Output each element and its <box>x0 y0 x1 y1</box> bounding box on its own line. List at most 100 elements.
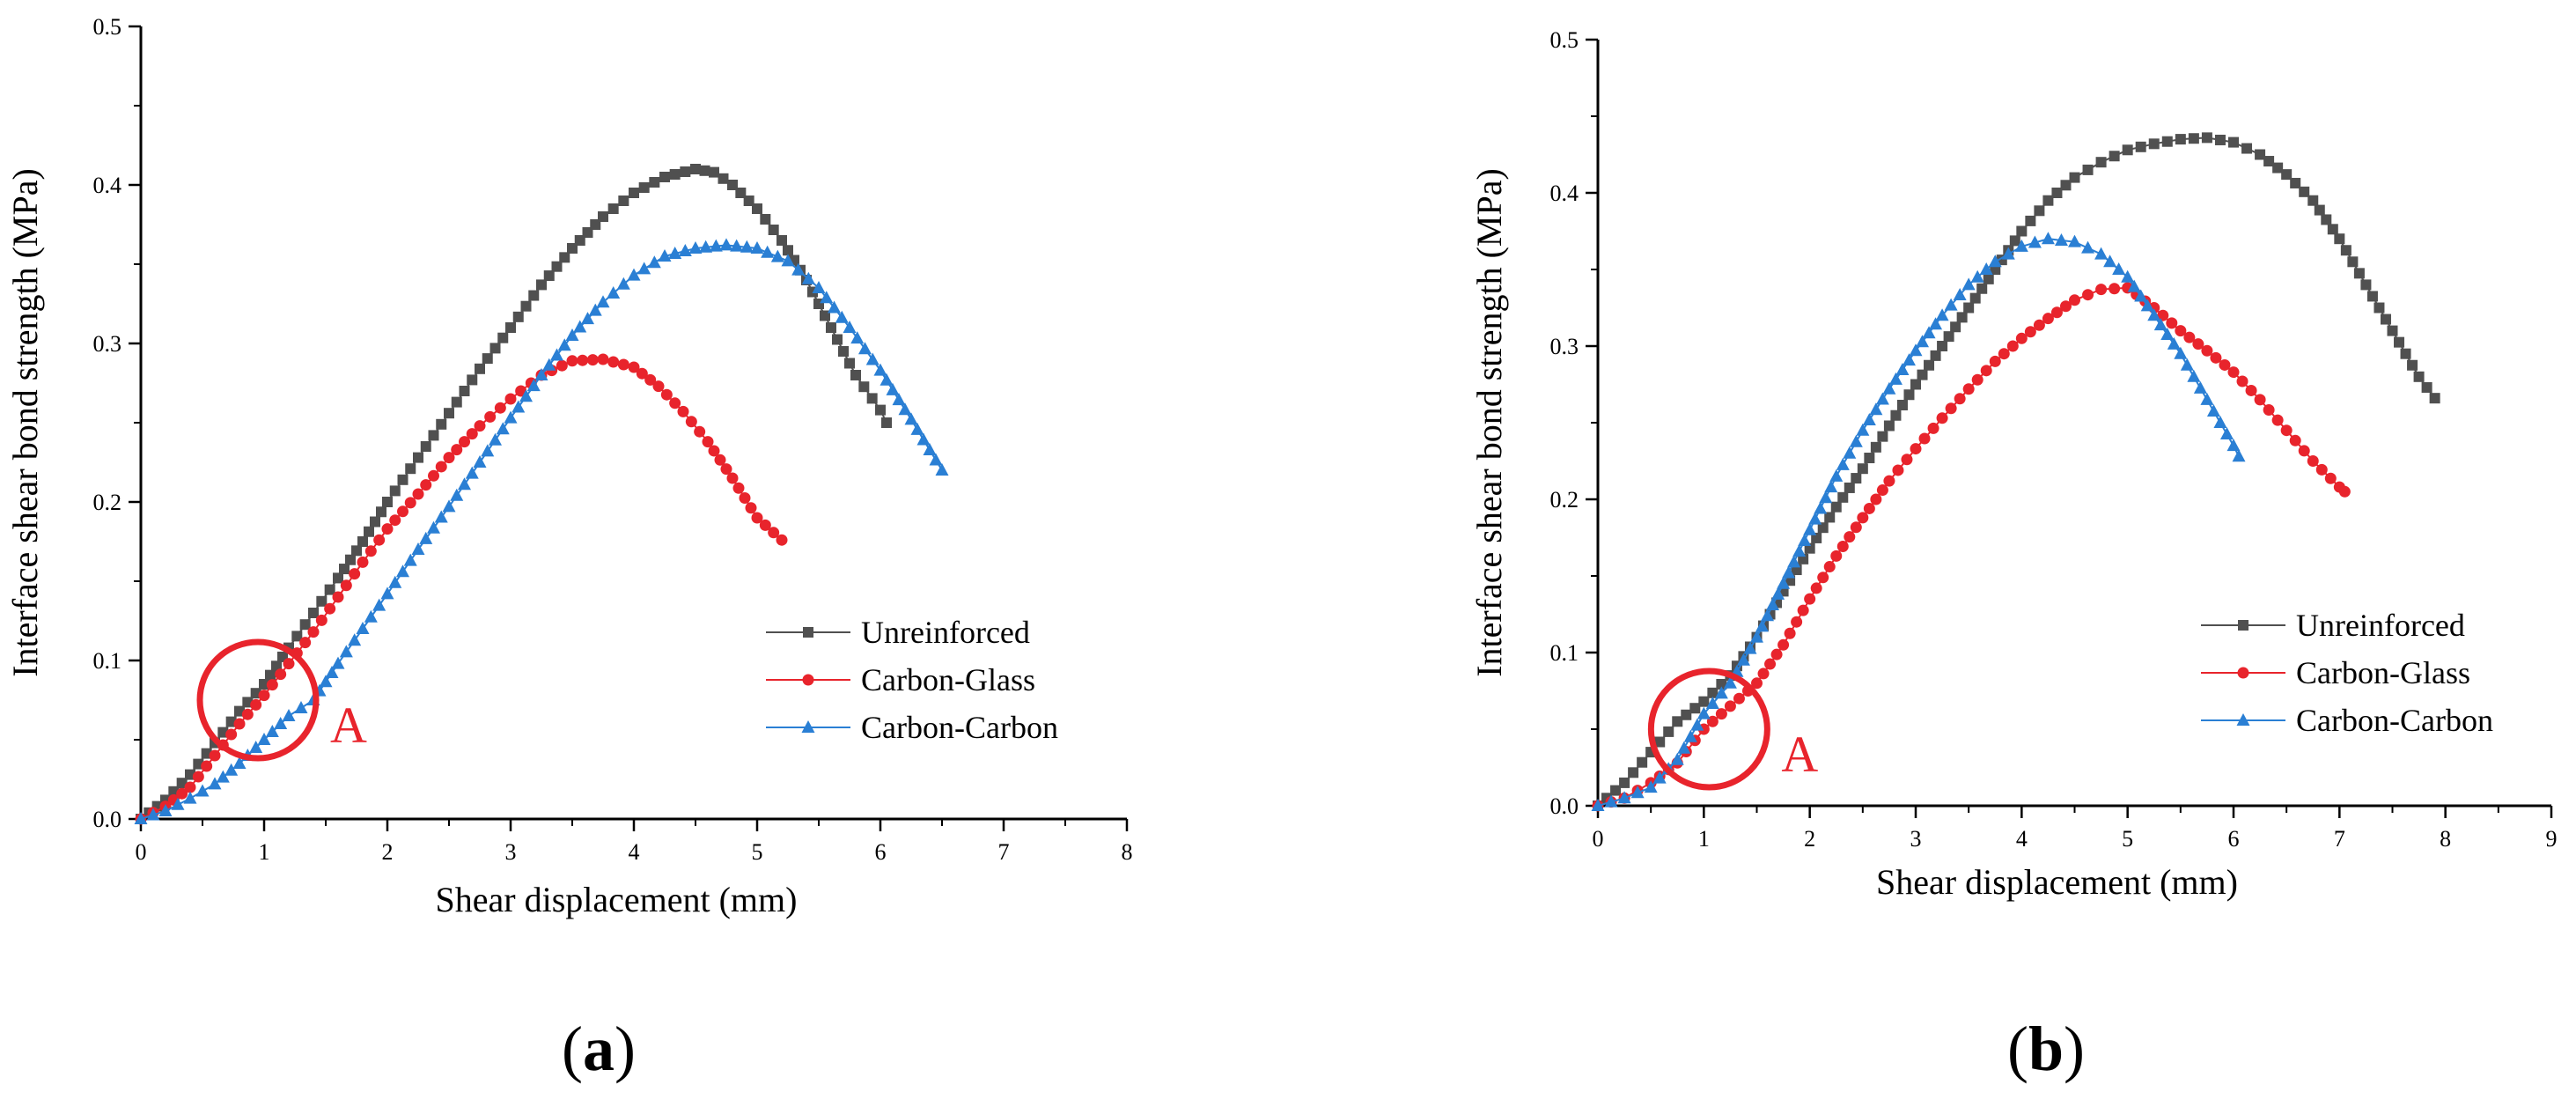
data-point <box>1798 533 1812 546</box>
data-point <box>2103 255 2117 268</box>
data-point <box>466 428 478 440</box>
data-point <box>1803 522 1817 535</box>
data-point <box>1630 786 1645 799</box>
data-point <box>217 727 229 738</box>
data-point <box>2228 136 2239 148</box>
data-point <box>649 177 660 188</box>
data-point <box>2289 434 2301 446</box>
data-point <box>2271 414 2284 426</box>
data-point <box>2214 134 2226 145</box>
data-point <box>443 452 455 464</box>
data-point <box>2429 393 2440 404</box>
data-point <box>316 595 328 607</box>
data-point <box>396 564 409 578</box>
data-point <box>2094 247 2109 260</box>
data-point <box>1869 402 1883 416</box>
data-point <box>146 808 160 821</box>
data-point <box>2042 313 2054 325</box>
data-point <box>1856 423 1870 436</box>
data-point <box>435 461 447 473</box>
data-point <box>536 279 547 291</box>
data-point <box>134 812 148 824</box>
data-point <box>1715 708 1727 720</box>
series-carbon-carbon <box>134 238 949 824</box>
data-point <box>1690 718 1704 731</box>
data-point <box>1755 619 1770 632</box>
data-point <box>1663 726 1674 737</box>
data-point <box>2324 472 2337 484</box>
x-tick-label: 9 <box>2546 826 2558 852</box>
data-point <box>339 645 353 658</box>
data-point <box>929 453 943 466</box>
data-point <box>838 346 849 357</box>
data-point <box>265 669 276 681</box>
data-point <box>2034 205 2045 217</box>
annotation-circle <box>196 638 320 762</box>
data-point <box>1910 379 1921 390</box>
data-point <box>750 241 764 254</box>
data-point <box>451 444 463 456</box>
data-point <box>2069 294 2080 306</box>
data-point <box>397 474 408 485</box>
data-point <box>1591 799 1605 811</box>
data-point <box>442 499 456 513</box>
data-point <box>1705 697 1719 709</box>
data-point <box>1902 353 1916 366</box>
data-point <box>176 787 188 800</box>
data-point <box>627 268 641 281</box>
data-point <box>1672 716 1683 727</box>
data-point <box>628 361 640 373</box>
data-point <box>1971 373 1984 386</box>
data-point <box>2042 195 2054 206</box>
data-point <box>481 444 495 457</box>
y-tick-label: 0.2 <box>1550 487 1579 513</box>
data-point <box>1943 331 1954 343</box>
data-point <box>324 584 335 595</box>
data-point <box>419 531 433 544</box>
data-point <box>2340 245 2352 256</box>
data-point <box>743 196 754 206</box>
data-point <box>1723 675 1737 689</box>
data-point <box>294 701 308 713</box>
data-point <box>389 485 401 497</box>
data-point <box>565 328 579 341</box>
data-point <box>718 173 729 184</box>
data-point <box>1953 288 1967 300</box>
data-point <box>865 352 880 365</box>
data-point <box>843 321 857 333</box>
data-point <box>850 370 861 380</box>
series-unreinforced <box>136 164 892 824</box>
data-point <box>588 303 602 316</box>
data-point <box>1989 355 2001 367</box>
data-point <box>2095 284 2108 296</box>
data-point <box>1787 555 1801 568</box>
data-point <box>557 338 571 351</box>
caption-a-letter: a <box>583 1014 615 1084</box>
data-point <box>376 506 386 518</box>
data-point <box>158 804 173 816</box>
legend-marker <box>803 627 813 638</box>
data-point <box>2135 141 2146 152</box>
data-point <box>2148 138 2160 150</box>
data-point <box>2232 449 2246 462</box>
data-point <box>1961 277 1976 291</box>
data-point <box>2255 149 2266 160</box>
data-point <box>1998 348 2010 360</box>
data-point <box>812 281 826 293</box>
legend-marker <box>2236 713 2250 726</box>
data-point <box>520 300 532 312</box>
data-point <box>459 436 470 448</box>
data-point <box>349 568 361 580</box>
data-point <box>2015 332 2028 344</box>
data-point <box>2122 144 2133 156</box>
data-point <box>1814 501 1828 514</box>
data-point <box>709 239 723 252</box>
data-point <box>1927 422 1939 434</box>
data-point <box>636 367 648 380</box>
data-point <box>677 405 689 417</box>
data-point <box>1890 409 1902 421</box>
x-tick-label: 7 <box>998 839 1010 865</box>
data-point <box>637 262 651 275</box>
data-point <box>1917 369 1928 380</box>
data-point <box>542 358 556 371</box>
